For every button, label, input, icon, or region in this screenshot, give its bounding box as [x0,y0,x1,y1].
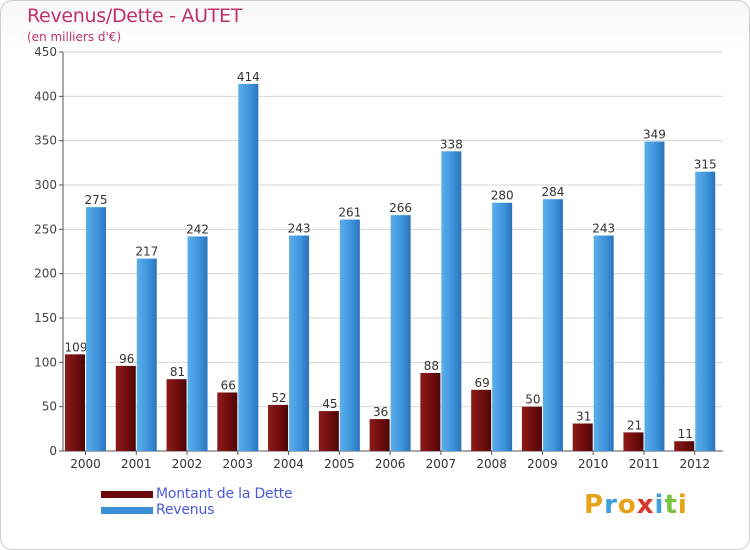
bar-debt [318,411,339,451]
data-label-debt: 31 [576,410,591,424]
logo-letter: t [664,490,678,520]
y-tick-label: 50 [42,400,57,414]
legend-swatch-debt [101,491,153,498]
data-label-revenue: 242 [186,222,209,236]
data-label-revenue: 217 [135,245,158,259]
data-label-debt: 88 [424,359,439,373]
logo-letter: o [617,490,637,520]
data-label-revenue: 315 [694,158,717,172]
bar-revenue [390,215,411,451]
bar-debt [420,372,441,451]
y-tick-label: 0 [49,444,57,458]
x-tick-label: 2005 [324,457,355,471]
bar-revenue [695,171,716,451]
bar-revenue [492,202,513,451]
bar-revenue [593,235,614,451]
bar-debt [471,389,492,451]
y-tick-label: 200 [34,267,57,281]
x-tick-label: 2010 [578,457,609,471]
x-tick-label: 2004 [273,457,304,471]
y-tick-label: 250 [34,222,57,236]
data-label-revenue: 338 [440,137,463,151]
y-tick-label: 300 [34,178,57,192]
bar-debt [623,432,644,451]
y-tick-label: 400 [34,89,57,103]
data-label-revenue: 284 [541,185,564,199]
data-label-debt: 66 [221,378,236,392]
x-tick-label: 2002 [172,457,203,471]
bar-debt [521,406,542,451]
x-tick-label: 2006 [375,457,406,471]
data-label-revenue: 266 [389,201,412,215]
bar-debt [369,419,390,451]
bar-debt [166,379,187,451]
data-label-debt: 21 [627,418,642,432]
chart-title: Revenus/Dette - AUTET [27,5,243,27]
x-tick-label: 2001 [121,457,152,471]
logo-letter: P [584,490,605,520]
data-label-revenue: 261 [338,206,361,220]
data-label-debt: 81 [170,365,185,379]
bar-revenue [86,207,106,451]
data-label-revenue: 243 [592,222,615,236]
y-tick-label: 450 [34,45,57,59]
chart-subtitle: (en milliers d'€) [27,30,122,44]
y-tick-label: 150 [34,311,57,325]
bar-debt [268,404,289,451]
logo-letter: i [654,490,665,520]
bar-revenue [289,235,310,451]
bar-revenue [238,83,259,452]
x-tick-label: 2000 [70,457,101,471]
x-tick-label: 2009 [527,457,558,471]
bar-debt [115,365,136,451]
logo-letter: i [677,490,688,520]
x-tick-label: 2007 [426,457,457,471]
bar-debt [674,441,695,451]
logo-letter: r [604,490,618,520]
y-tick-label: 350 [34,134,57,148]
data-label-revenue: 414 [237,70,260,84]
x-tick-label: 2003 [223,457,254,471]
proxiti-logo: Proxiti [584,490,688,520]
data-label-debt: 50 [525,393,540,407]
bar-revenue [187,236,208,451]
bar-revenue [136,258,157,451]
data-label-revenue: 243 [288,222,311,236]
data-label-debt: 11 [678,427,693,441]
y-tick-label: 100 [34,355,57,369]
data-label-revenue: 275 [85,193,108,207]
data-label-debt: 45 [322,397,337,411]
data-label-debt: 69 [475,376,490,390]
data-label-revenue: 280 [491,189,514,203]
bar-revenue [644,141,665,451]
bar-debt [572,423,593,451]
logo-letter: x [636,490,655,520]
x-tick-label: 2011 [629,457,660,471]
bar-debt [217,392,238,451]
legend-swatch-revenue [101,507,153,514]
bar-revenue [542,199,563,451]
legend-label-revenue: Revenus [156,502,215,518]
x-tick-label: 2008 [476,457,507,471]
data-label-debt: 96 [119,352,134,366]
bar-revenue [339,219,360,451]
data-label-debt: 109 [65,340,88,354]
x-tick-label: 2012 [679,457,710,471]
bar-debt [65,354,85,451]
data-label-debt: 52 [271,391,286,405]
data-label-revenue: 349 [643,128,666,142]
bar-revenue [441,151,462,451]
data-label-debt: 36 [373,405,388,419]
legend-label-debt: Montant de la Dette [156,486,293,502]
